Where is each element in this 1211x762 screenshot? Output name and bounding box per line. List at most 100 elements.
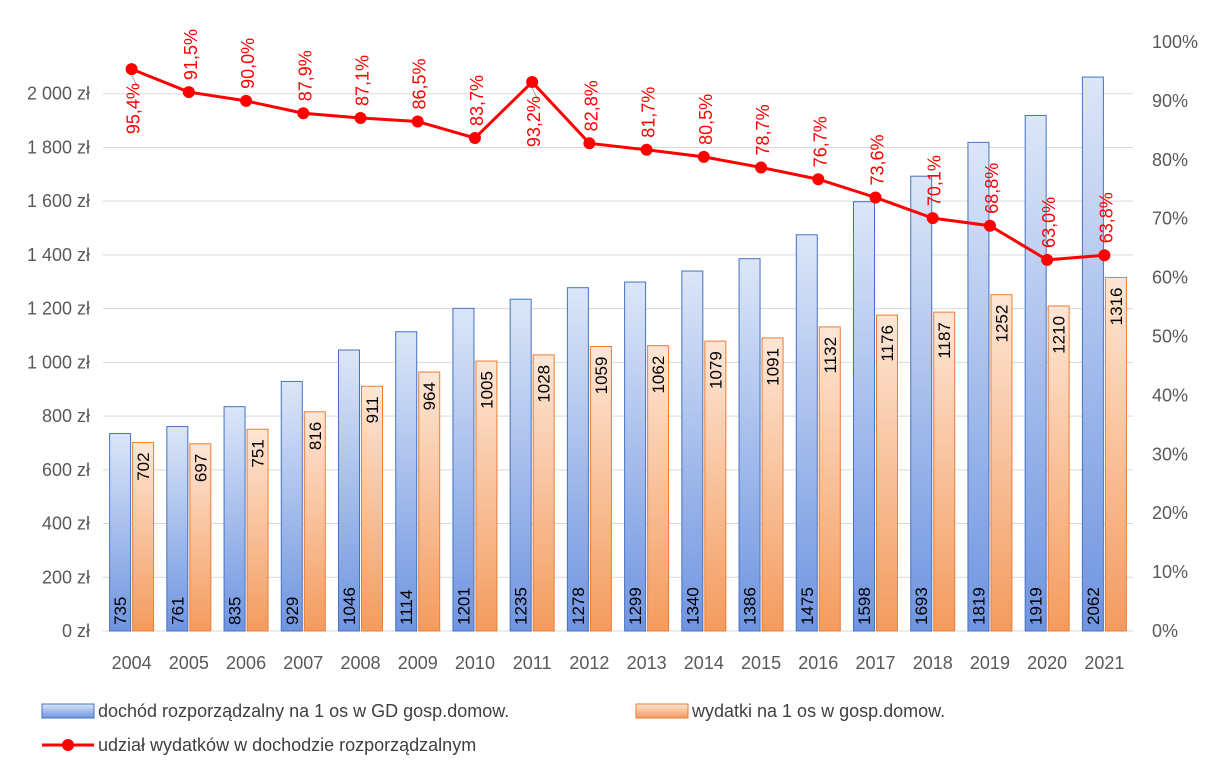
income-bar <box>738 258 761 632</box>
share-point <box>411 115 424 128</box>
income-value-label: 1919 <box>1027 587 1046 625</box>
share-point <box>697 150 710 163</box>
x-tick-label: 2021 <box>1084 653 1124 673</box>
x-tick-label: 2019 <box>970 653 1010 673</box>
spending-bar <box>933 311 956 632</box>
spending-value-label: 1062 <box>649 356 668 394</box>
share-value-label: 68,8% <box>982 163 1002 214</box>
share-point <box>1098 249 1111 262</box>
spending-value-label: 1316 <box>1107 287 1126 325</box>
spending-value-label: 911 <box>363 396 382 423</box>
spending-value-label: 816 <box>306 422 325 450</box>
income-bar <box>967 141 990 632</box>
spending-bar <box>704 340 727 632</box>
income-bar <box>223 406 246 632</box>
share-value-label: 63,0% <box>1039 197 1059 248</box>
income-value-label: 929 <box>283 597 302 625</box>
share-value-label: 80,5% <box>696 94 716 145</box>
spending-value-label: 1176 <box>878 325 897 362</box>
legend-label-income: dochód rozporządzalny na 1 os w GD gosp.… <box>98 701 509 721</box>
right-tick-label: 70% <box>1152 209 1188 229</box>
income-value-label: 1386 <box>741 587 760 625</box>
x-tick-label: 2011 <box>513 653 552 673</box>
x-tick-label: 2016 <box>798 653 838 673</box>
x-tick-label: 2017 <box>855 653 895 673</box>
income-value-label: 1235 <box>512 587 531 625</box>
x-tick-label: 2004 <box>112 653 152 673</box>
share-point <box>869 191 882 204</box>
income-value-label: 1693 <box>912 587 931 625</box>
share-value-label: 91,5% <box>181 29 201 80</box>
spending-bar <box>876 314 898 632</box>
left-tick-label: 2 000 zł <box>27 84 90 104</box>
spending-bar <box>589 346 612 632</box>
spending-value-label: 1132 <box>821 337 840 374</box>
label-leader-line <box>531 87 539 101</box>
x-tick-label: 2018 <box>913 653 953 673</box>
share-labels: 95,4% 91,5% 90,0% 87,9% 87,1% 86,5% 83,7% 93,2%… <box>124 29 1117 248</box>
left-axis: 0 zł 200 zł 400 zł 600 zł 800 zł 1 000 zł 1 20… <box>27 84 90 641</box>
income-bar <box>853 201 875 632</box>
bar-labels: 735 702 761 697 835 751 929 816 1046 911 1114 964 12… <box>111 287 1126 625</box>
spending-value-label: 1210 <box>1050 316 1069 354</box>
share-value-label: 90,0% <box>238 38 258 89</box>
spending-value-label: 1005 <box>477 371 496 409</box>
spending-value-label: 964 <box>420 382 439 410</box>
share-value-label: 83,7% <box>467 75 487 126</box>
spending-value-label: 1079 <box>706 351 725 389</box>
spending-bar <box>189 443 212 632</box>
income-value-label: 1046 <box>340 587 359 625</box>
share-point <box>1041 253 1054 266</box>
spending-bar <box>761 337 784 632</box>
left-tick-label: 400 zł <box>42 514 90 534</box>
income-bar <box>509 298 532 632</box>
share-point <box>812 173 825 186</box>
x-tick-label: 2006 <box>226 653 266 673</box>
income-value-label: 835 <box>226 597 245 625</box>
income-value-label: 1278 <box>569 587 588 625</box>
x-tick-label: 2020 <box>1027 653 1067 673</box>
income-bar <box>280 380 303 632</box>
right-tick-label: 20% <box>1152 503 1188 523</box>
share-point <box>583 137 596 150</box>
left-tick-label: 200 zł <box>42 567 90 587</box>
income-bar <box>1024 114 1047 632</box>
share-point <box>755 161 768 174</box>
left-tick-label: 800 zł <box>42 406 90 426</box>
spending-value-label: 1028 <box>535 365 554 403</box>
left-tick-label: 1 200 zł <box>27 299 90 319</box>
share-value-label: 86,5% <box>410 58 430 109</box>
share-point <box>526 76 539 89</box>
income-value-label: 1340 <box>683 587 702 625</box>
income-value-label: 761 <box>168 597 187 625</box>
share-value-label: 78,7% <box>753 104 773 155</box>
income-value-label: 735 <box>111 597 130 625</box>
right-tick-label: 50% <box>1152 327 1188 347</box>
right-tick-label: 90% <box>1152 91 1188 111</box>
right-tick-label: 100% <box>1152 32 1198 52</box>
share-point <box>354 111 367 124</box>
income-bar <box>452 307 475 632</box>
share-line <box>125 63 1111 266</box>
left-tick-label: 600 zł <box>42 460 90 480</box>
share-value-label: 93,2% <box>524 96 544 147</box>
x-axis: 2004 2005 2006 2007 2008 2009 2010 2011 2012 2013… <box>112 653 1125 673</box>
right-tick-label: 80% <box>1152 150 1188 170</box>
income-bar <box>681 270 704 632</box>
income-bar <box>109 433 132 632</box>
x-tick-label: 2005 <box>169 653 209 673</box>
spending-bar <box>361 385 383 632</box>
spending-value-label: 1059 <box>592 357 611 395</box>
spending-bar <box>246 428 269 632</box>
left-tick-label: 1 400 zł <box>27 245 90 265</box>
share-value-label: 70,1% <box>925 155 945 206</box>
income-bar <box>910 175 933 632</box>
share-value-label: 82,8% <box>581 80 601 131</box>
spending-bar <box>532 354 555 632</box>
share-value-label: 76,7% <box>810 116 830 167</box>
legend-label-share: udział wydatków w dochodzie rozporządzal… <box>98 735 476 755</box>
legend: dochód rozporządzalny na 1 os w GD gosp.… <box>41 701 945 755</box>
spending-value-label: 1252 <box>992 305 1011 343</box>
left-tick-label: 1 600 zł <box>27 191 90 211</box>
